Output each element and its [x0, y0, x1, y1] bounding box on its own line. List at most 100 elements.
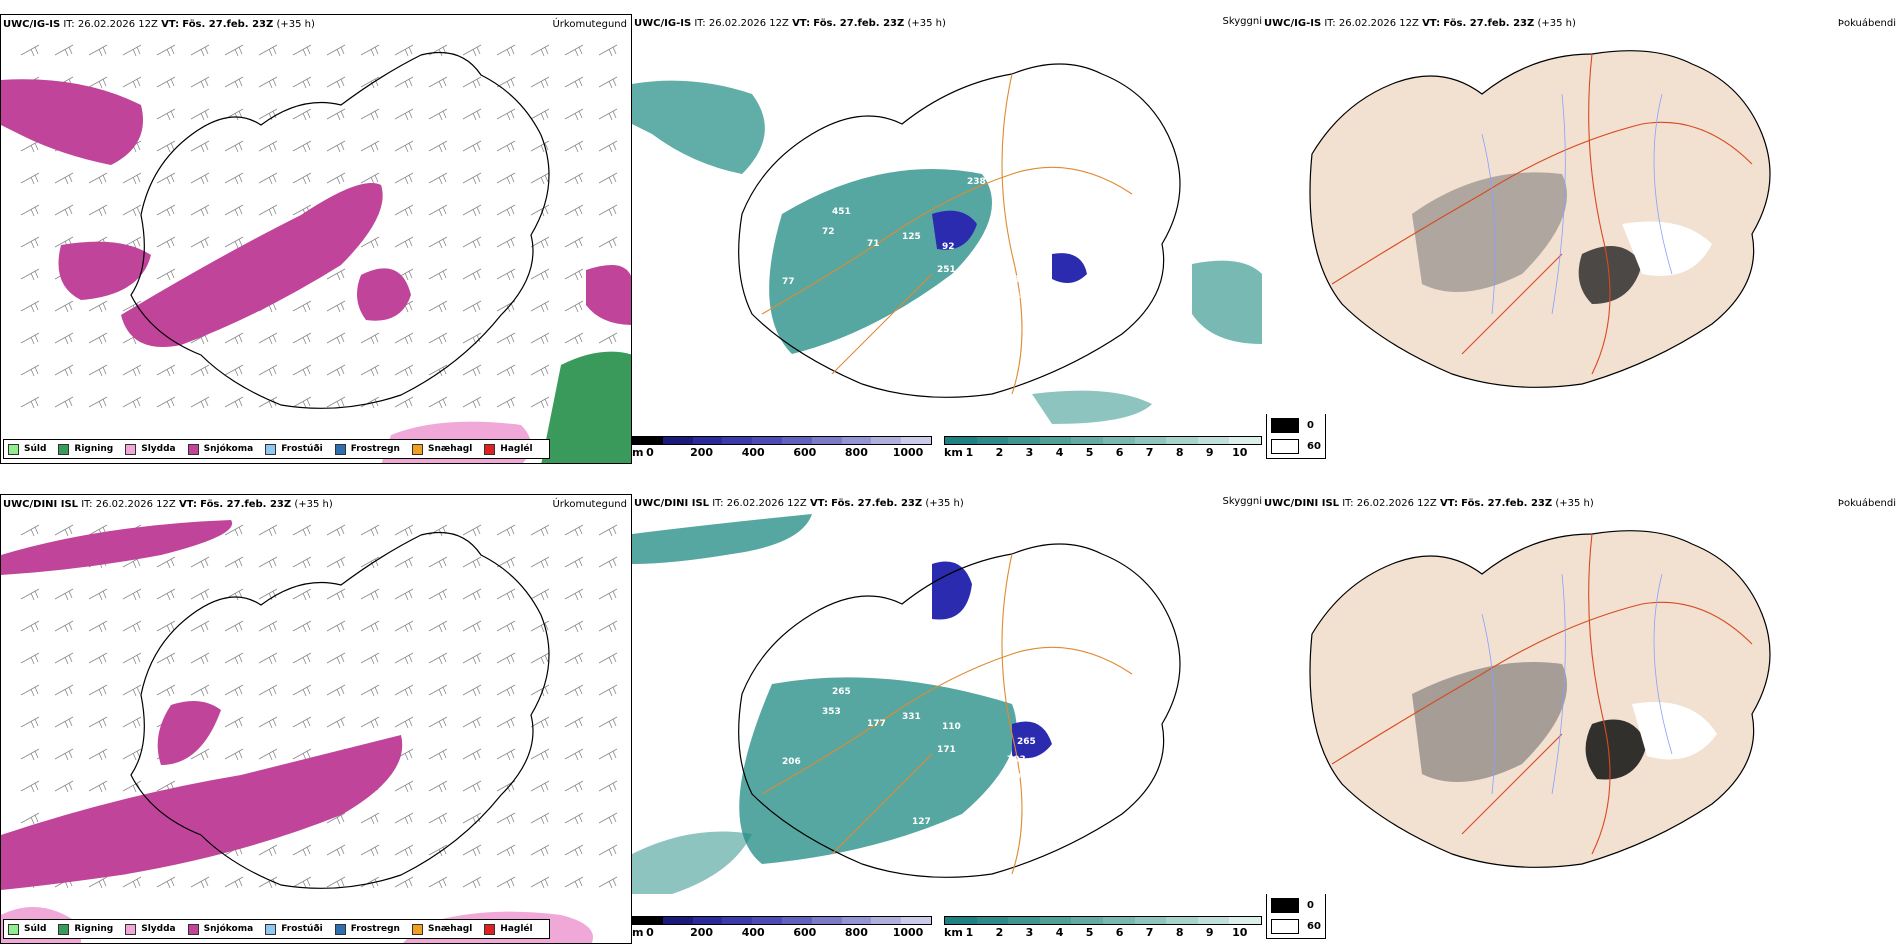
legend-item: Snæhagl: [411, 923, 472, 935]
wind-barb: [360, 76, 380, 89]
panel-title: UWC/IG-IS IT: 26.02.2026 12Z VT: Fös. 27…: [3, 19, 315, 30]
wind-barb: [428, 140, 448, 153]
snow-area: [157, 701, 221, 765]
colorbar-segment: [901, 437, 931, 444]
wind-barb: [54, 44, 74, 57]
fog-legend-bottom: 60: [1307, 921, 1321, 932]
wind-barb: [360, 652, 380, 665]
wind-barb: [428, 108, 448, 121]
wind-barb: [564, 716, 584, 729]
wind-barb: [326, 172, 346, 185]
colorbar-segment: [1229, 917, 1261, 924]
model-name: UWC/IG-IS: [3, 19, 61, 30]
wind-barb: [394, 364, 414, 377]
wind-barb: [258, 364, 278, 377]
wind-barb: [462, 748, 482, 761]
wind-barb: [292, 140, 312, 153]
wind-barb: [564, 44, 584, 57]
wind-barb: [258, 524, 278, 537]
wind-barb: [394, 844, 414, 857]
wind-barb: [496, 76, 516, 89]
cloud-base-value: 72: [822, 227, 835, 237]
wind-barb: [190, 748, 210, 761]
precip-type-legend: Súld Rigning Slydda Snjókoma Frostúði Frostre…: [3, 439, 550, 459]
colorbar-tick: 4: [1055, 926, 1064, 939]
wind-barb: [360, 364, 380, 377]
colorbar-unit: m: [632, 926, 644, 939]
wind-barb: [292, 652, 312, 665]
wind-barb: [122, 44, 142, 57]
wind-barb: [190, 236, 210, 249]
wind-barb: [564, 108, 584, 121]
wind-barb: [598, 812, 618, 825]
wind-barb: [156, 364, 176, 377]
wind-barb: [428, 396, 448, 409]
legend-item: Slydda: [125, 443, 176, 455]
cloud-base-value: 99: [930, 827, 943, 837]
panel-title: UWC/DINI ISL IT: 26.02.2026 12Z VT: Fös.…: [1264, 498, 1594, 509]
wind-barb: [564, 76, 584, 89]
wind-barb: [190, 684, 210, 697]
wind-barb: [292, 300, 312, 313]
wind-barb: [598, 844, 618, 857]
legend-swatch: [411, 923, 423, 935]
snow-area: [1, 79, 143, 165]
wind-barb: [224, 108, 244, 121]
wind-barb: [326, 300, 346, 313]
wind-barb: [156, 172, 176, 185]
legend-label: Frostúði: [281, 924, 323, 934]
wind-barb: [394, 812, 414, 825]
cloud-base-value: 110: [942, 722, 961, 732]
wind-barb: [88, 172, 108, 185]
wind-barb: [20, 812, 40, 825]
wind-barb: [224, 620, 244, 633]
wind-barb: [462, 140, 482, 153]
wind-barb: [360, 332, 380, 345]
wind-barb: [564, 588, 584, 601]
cloud-panel-row2: UWC/DINI ISL IT: 26.02.2026 12Z VT: Fös.…: [632, 494, 1262, 944]
wind-barb: [462, 108, 482, 121]
wind-barb: [360, 812, 380, 825]
wind-barb: [190, 588, 210, 601]
wind-barb: [20, 364, 40, 377]
legend-swatch: [187, 923, 199, 935]
wind-barb: [54, 716, 74, 729]
cloud-base-value: 116: [1017, 257, 1036, 267]
wind-barb: [394, 76, 414, 89]
wind-barb: [428, 716, 448, 729]
model-name: UWC/IG-IS: [634, 18, 692, 29]
wind-barb: [428, 812, 448, 825]
wind-barb: [360, 172, 380, 185]
colorbar-segment: [901, 917, 931, 924]
cloud-panel-row1: UWC/IG-IS IT: 26.02.2026 12Z VT: Fös. 27…: [632, 14, 1262, 464]
wind-barb: [122, 876, 142, 889]
colorbar-segment: [1039, 437, 1072, 444]
wind-barb: [530, 236, 550, 249]
wind-barb: [462, 332, 482, 345]
wind-barb: [394, 780, 414, 793]
wind-barb: [122, 204, 142, 217]
wind-barb: [20, 716, 40, 729]
wind-barb: [224, 716, 244, 729]
wind-barb: [258, 172, 278, 185]
wind-barb: [394, 620, 414, 633]
legend-label: Haglél: [500, 924, 533, 934]
wind-barb: [530, 204, 550, 217]
wind-barb: [394, 204, 414, 217]
precip-type-legend: Súld Rigning Slydda Snjókoma Frostúði Frostre…: [3, 919, 550, 939]
wind-barb: [530, 844, 550, 857]
cloud-base-value: 80: [932, 852, 945, 862]
visibility-label: Skyggni: [1222, 496, 1262, 507]
colorbar-segment: [1229, 437, 1261, 444]
wind-barb: [326, 620, 346, 633]
wind-barb: [224, 684, 244, 697]
fog-index-label: Þokuábendi: [1837, 498, 1896, 509]
colorbar-tick: 600: [793, 926, 817, 939]
wind-barb: [20, 684, 40, 697]
panel-title: UWC/IG-IS IT: 26.02.2026 12Z VT: Fös. 27…: [634, 18, 946, 29]
wind-barb: [394, 236, 414, 249]
wind-barb: [394, 396, 414, 409]
fog-shading: [1585, 719, 1647, 780]
wind-barb: [530, 332, 550, 345]
wind-barb: [496, 652, 516, 665]
